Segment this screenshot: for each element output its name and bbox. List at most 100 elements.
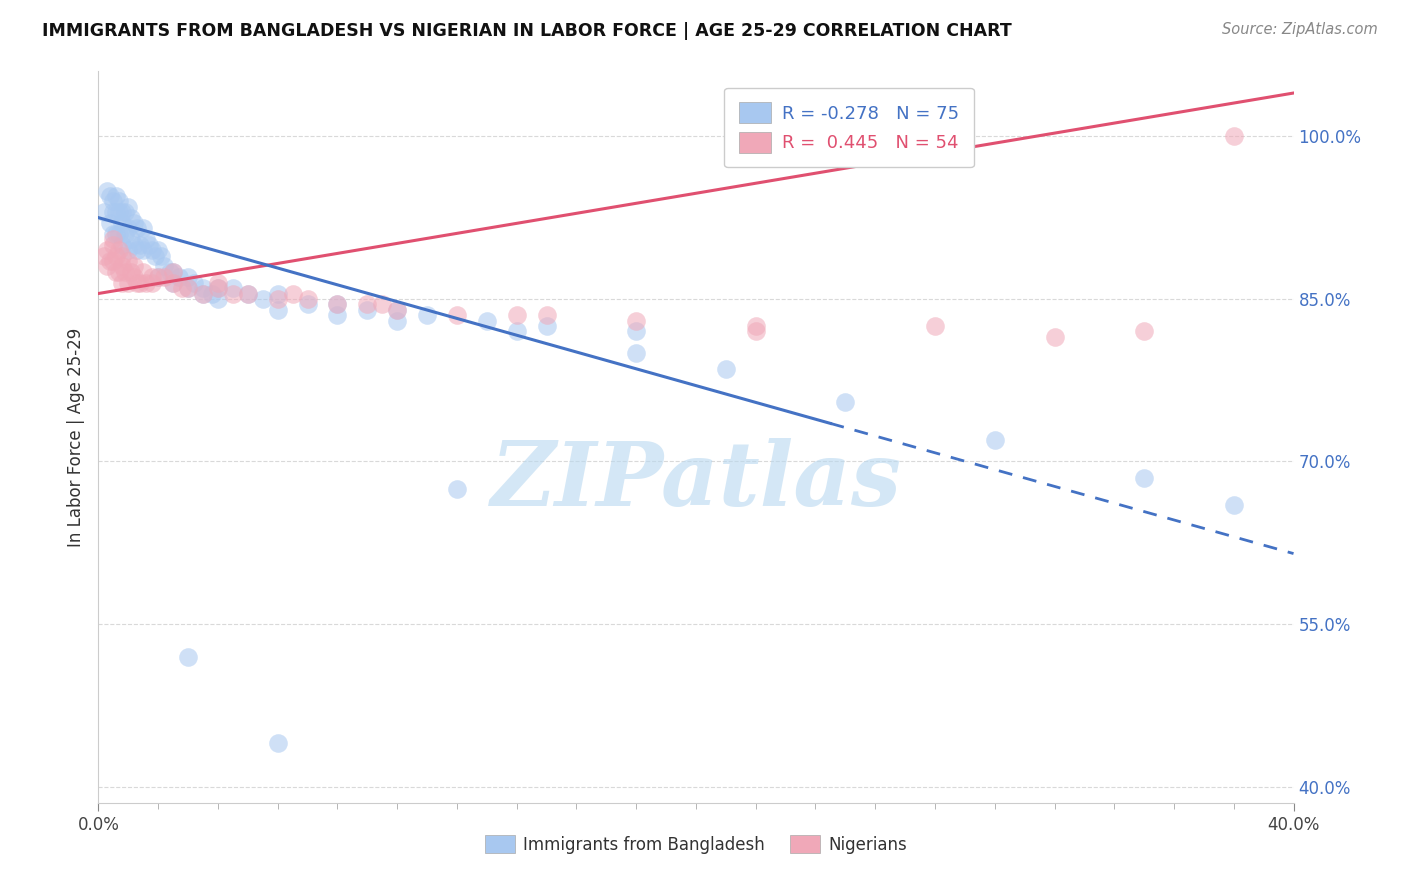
Point <box>153 270 176 285</box>
Point <box>191 281 214 295</box>
Point <box>1133 325 1156 339</box>
Point <box>177 281 200 295</box>
Point <box>191 286 214 301</box>
Point <box>96 184 118 198</box>
Point <box>536 308 558 322</box>
Point <box>385 313 409 327</box>
Point <box>626 325 648 339</box>
Point <box>267 736 290 750</box>
Point <box>117 243 139 257</box>
Point <box>924 318 946 333</box>
Point <box>207 281 229 295</box>
Point <box>114 265 136 279</box>
Point <box>326 308 349 322</box>
Point <box>267 302 290 317</box>
Point <box>103 232 125 246</box>
Point <box>162 265 184 279</box>
Point <box>236 286 259 301</box>
Text: ZIPatlas: ZIPatlas <box>491 438 901 524</box>
Point <box>108 243 131 257</box>
Point <box>124 216 146 230</box>
Point <box>172 281 194 295</box>
Point <box>124 270 146 285</box>
Point <box>129 237 152 252</box>
Point <box>114 205 136 219</box>
Point <box>135 232 157 246</box>
Point <box>626 346 648 360</box>
Point <box>297 292 319 306</box>
Point <box>475 313 498 327</box>
Point <box>127 221 149 235</box>
Point <box>207 292 229 306</box>
Point <box>177 270 200 285</box>
Point <box>236 286 259 301</box>
Point <box>252 292 274 306</box>
Point <box>222 281 245 295</box>
Point <box>124 260 146 274</box>
Point <box>153 260 176 274</box>
Text: IMMIGRANTS FROM BANGLADESH VS NIGERIAN IN LABOR FORCE | AGE 25-29 CORRELATION CH: IMMIGRANTS FROM BANGLADESH VS NIGERIAN I… <box>42 22 1012 40</box>
Point <box>326 297 349 311</box>
Point <box>356 302 378 317</box>
Point <box>105 205 128 219</box>
Point <box>120 232 142 246</box>
Point <box>103 194 125 209</box>
Point <box>93 249 115 263</box>
Point <box>162 265 184 279</box>
Point <box>103 205 125 219</box>
Point <box>98 254 122 268</box>
Point <box>385 302 409 317</box>
Point <box>297 297 319 311</box>
Point <box>1223 129 1246 144</box>
Point <box>183 276 205 290</box>
Point <box>150 249 173 263</box>
Point <box>105 265 128 279</box>
Point <box>103 254 125 268</box>
Point <box>132 265 155 279</box>
Point <box>834 395 856 409</box>
Point <box>267 286 290 301</box>
Point <box>536 318 558 333</box>
Point <box>96 243 118 257</box>
Point <box>506 325 529 339</box>
Point <box>714 362 737 376</box>
Point <box>162 276 184 290</box>
Point <box>626 313 648 327</box>
Point <box>416 308 439 322</box>
Point <box>117 254 139 268</box>
Point <box>108 194 131 209</box>
Point <box>111 260 134 274</box>
Point <box>135 276 157 290</box>
Point <box>201 286 224 301</box>
Point <box>141 243 163 257</box>
Point <box>207 281 229 295</box>
Point <box>446 482 468 496</box>
Point <box>177 649 200 664</box>
Point <box>98 216 122 230</box>
Point <box>745 318 768 333</box>
Point <box>1043 330 1066 344</box>
Point <box>127 243 149 257</box>
Y-axis label: In Labor Force | Age 25-29: In Labor Force | Age 25-29 <box>66 327 84 547</box>
Point <box>326 297 349 311</box>
Point <box>108 205 131 219</box>
Point <box>138 237 160 252</box>
Point <box>96 260 118 274</box>
Point <box>148 270 170 285</box>
Point <box>385 302 409 317</box>
Point <box>446 308 468 322</box>
Point <box>167 270 190 285</box>
Point <box>129 276 152 290</box>
Point <box>141 276 163 290</box>
Point <box>108 265 131 279</box>
Point <box>506 308 529 322</box>
Point <box>267 292 290 306</box>
Point <box>148 270 170 285</box>
Legend: Immigrants from Bangladesh, Nigerians: Immigrants from Bangladesh, Nigerians <box>478 829 914 860</box>
Point <box>745 325 768 339</box>
Point <box>159 265 181 279</box>
Point <box>117 221 139 235</box>
Point <box>132 243 155 257</box>
Point <box>143 249 166 263</box>
Point <box>1223 498 1246 512</box>
